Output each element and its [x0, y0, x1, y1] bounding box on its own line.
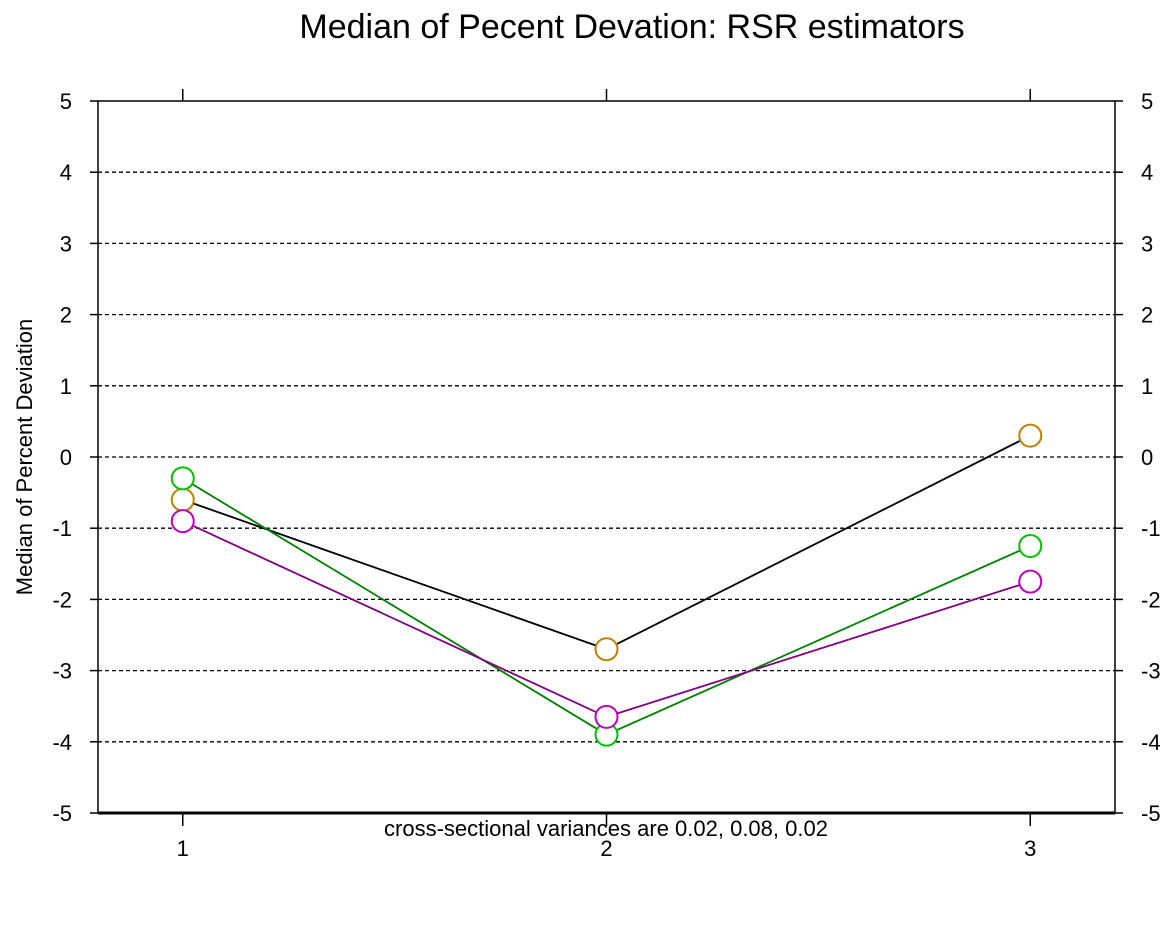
y-tick-label-left: -4 [52, 730, 72, 755]
y-tick-label-right: 5 [1141, 89, 1153, 114]
y-tick-label-right: 4 [1141, 160, 1153, 185]
series-1-point [594, 637, 619, 662]
y-tick-label-right: 3 [1141, 231, 1153, 256]
chart-title: Median of Pecent Devation: RSR estimator… [299, 8, 964, 46]
y-tick-label-left: -5 [52, 801, 72, 826]
series-3-point [1018, 569, 1043, 594]
series-1-point [1018, 423, 1043, 448]
y-tick-label-right: -4 [1141, 730, 1161, 755]
series-2-point [170, 466, 195, 491]
series-3-line [182, 520, 1031, 718]
y-tick-label-left: -2 [52, 587, 72, 612]
y-tick-label-left: 0 [60, 445, 72, 470]
x-tick-label: 2 [600, 836, 612, 861]
series-2-point [1018, 534, 1043, 558]
y-tick-label-right: 1 [1141, 374, 1153, 399]
y-tick-label-left: 2 [60, 303, 72, 328]
y-tick-label-right: -3 [1141, 659, 1161, 684]
series-1-line [182, 434, 1031, 651]
series-3-point [594, 704, 619, 729]
x-tick-label: 1 [177, 836, 189, 861]
y-tick-label-left: 4 [60, 160, 72, 185]
series-2-line [182, 477, 1031, 736]
y-tick-label-left: 5 [60, 89, 72, 114]
y-tick-label-right: 2 [1141, 303, 1153, 328]
plot-area: 5 5 4 4 3 3 2 2 1 1 0 0 -1 -1 -2 -2 -3 -3 -4 -4 -5 -5 1 2 3 [52, 89, 1161, 861]
series-3-point [170, 509, 195, 534]
y-axis-label: Median of Percent Deviation [12, 319, 37, 595]
series-1-point [170, 487, 195, 512]
y-tick-label-right: -2 [1141, 587, 1161, 612]
y-tick-label-left: -1 [52, 516, 72, 541]
y-tick-label-left: 1 [60, 374, 72, 399]
y-tick-label-right: 0 [1141, 445, 1153, 470]
y-tick-label-left: -3 [52, 659, 72, 684]
y-tick-label-right: -1 [1141, 516, 1161, 541]
y-tick-label-left: 3 [60, 231, 72, 256]
y-tick-label-right: -5 [1141, 801, 1161, 826]
x-tick-label: 3 [1024, 836, 1036, 861]
